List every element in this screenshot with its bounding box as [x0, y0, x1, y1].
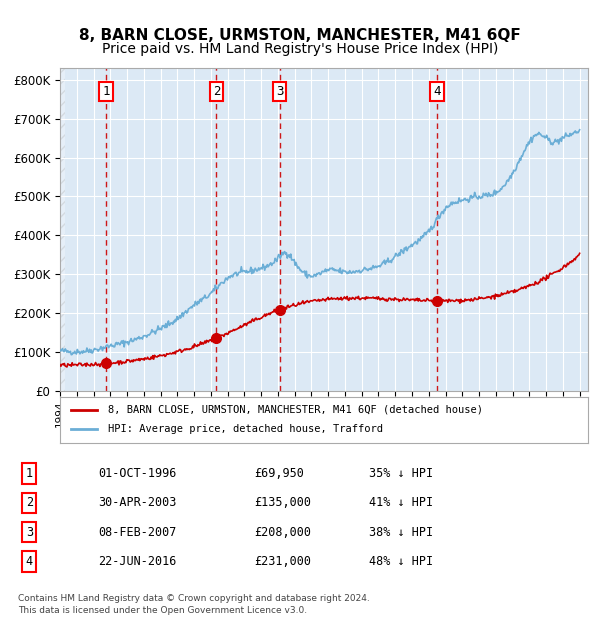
Bar [60, 60, 65, 391]
Text: 8, BARN CLOSE, URMSTON, MANCHESTER, M41 6QF (detached house): 8, BARN CLOSE, URMSTON, MANCHESTER, M41 … [107, 405, 482, 415]
Text: £208,000: £208,000 [254, 526, 311, 539]
Text: £231,000: £231,000 [254, 555, 311, 568]
Text: 1: 1 [26, 467, 33, 480]
Text: Price paid vs. HM Land Registry's House Price Index (HPI): Price paid vs. HM Land Registry's House … [102, 42, 498, 56]
Text: 2: 2 [26, 497, 33, 509]
Text: 4: 4 [26, 555, 33, 568]
Text: 8, BARN CLOSE, URMSTON, MANCHESTER, M41 6QF: 8, BARN CLOSE, URMSTON, MANCHESTER, M41 … [79, 28, 521, 43]
Text: This data is licensed under the Open Government Licence v3.0.: This data is licensed under the Open Gov… [18, 606, 307, 616]
Text: 08-FEB-2007: 08-FEB-2007 [98, 526, 177, 539]
Text: 48% ↓ HPI: 48% ↓ HPI [369, 555, 433, 568]
Text: 2: 2 [212, 85, 220, 98]
Text: 41% ↓ HPI: 41% ↓ HPI [369, 497, 433, 509]
Text: 22-JUN-2016: 22-JUN-2016 [98, 555, 177, 568]
Text: Contains HM Land Registry data © Crown copyright and database right 2024.: Contains HM Land Registry data © Crown c… [18, 594, 370, 603]
Text: 1: 1 [103, 85, 110, 98]
Text: 30-APR-2003: 30-APR-2003 [98, 497, 177, 509]
Text: 01-OCT-1996: 01-OCT-1996 [98, 467, 177, 480]
Text: £135,000: £135,000 [254, 497, 311, 509]
Text: 3: 3 [26, 526, 33, 539]
Text: 35% ↓ HPI: 35% ↓ HPI [369, 467, 433, 480]
Text: 38% ↓ HPI: 38% ↓ HPI [369, 526, 433, 539]
Text: 3: 3 [276, 85, 283, 98]
Text: 4: 4 [433, 85, 440, 98]
Text: HPI: Average price, detached house, Trafford: HPI: Average price, detached house, Traf… [107, 424, 383, 435]
Text: £69,950: £69,950 [254, 467, 304, 480]
